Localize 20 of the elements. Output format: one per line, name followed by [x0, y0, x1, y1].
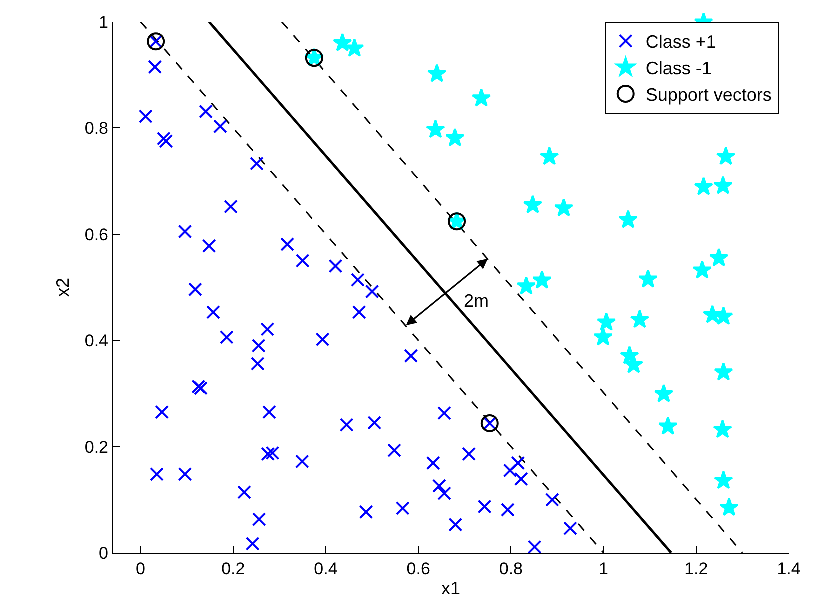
x-axis-title: x1: [441, 578, 461, 599]
legend-label: Class -1: [646, 58, 712, 79]
x-tick-label: 1.2: [684, 560, 708, 578]
legend-label: Support vectors: [646, 85, 772, 106]
x-tick-label: 0: [136, 560, 146, 578]
x-tick-label: 0.4: [314, 560, 338, 578]
x-tick-label: 0.2: [222, 560, 246, 578]
x-tick-label: 0.8: [499, 560, 524, 578]
annotation: 2m: [464, 291, 490, 311]
y-tick-label: 0.8: [84, 119, 108, 138]
y-tick-label: 0.4: [84, 332, 108, 351]
y-tick-label: 0.2: [84, 438, 108, 457]
x-tick-label: 1.4: [777, 560, 801, 578]
x-tick-label: 1: [599, 560, 609, 578]
legend-label: Class +1: [646, 32, 716, 52]
y-tick-label: 1: [99, 12, 108, 32]
y-tick-label: 0: [99, 544, 108, 563]
x-tick-label: 0.6: [406, 560, 430, 578]
y-tick-label: 0.6: [84, 225, 108, 244]
y-axis-title: x2: [53, 278, 74, 298]
